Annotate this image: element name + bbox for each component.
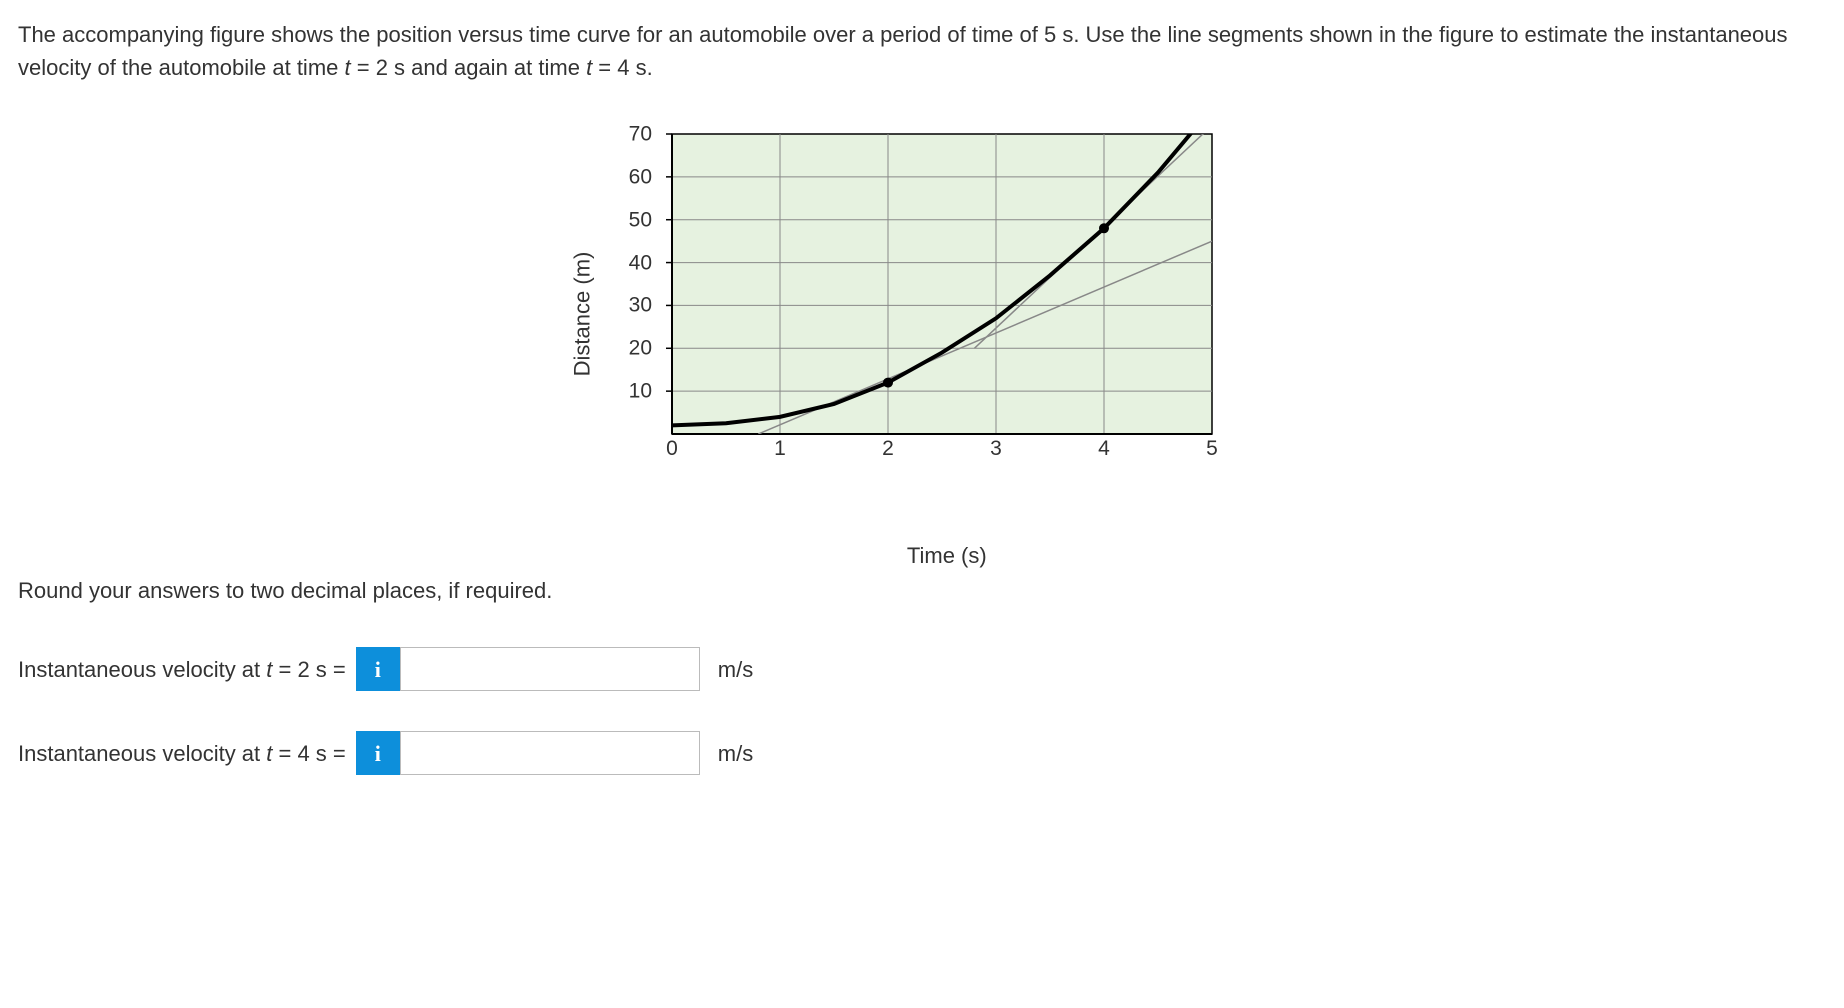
- y-tick-label: 10: [622, 375, 652, 407]
- info-icon[interactable]: i: [356, 731, 400, 775]
- info-icon[interactable]: i: [356, 647, 400, 691]
- velocity-input-t4[interactable]: [400, 731, 700, 775]
- chart-svg: [662, 124, 1222, 454]
- unit-label: m/s: [718, 653, 753, 686]
- y-tick-label: 60: [622, 161, 652, 193]
- rounding-instruction: Round your answers to two decimal places…: [18, 574, 1826, 607]
- question-eq2: = 4 s.: [592, 55, 653, 80]
- velocity-input-t2[interactable]: [400, 647, 700, 691]
- y-tick-label: 50: [622, 204, 652, 236]
- question-pre: The accompanying figure shows the positi…: [18, 22, 1788, 80]
- answer-label-t4: Instantaneous velocity at t = 4 s =: [18, 737, 346, 770]
- x-tick-label: 2: [882, 433, 894, 465]
- y-tick-label: 40: [622, 247, 652, 279]
- x-tick-label: 1: [774, 433, 786, 465]
- unit-label: m/s: [718, 737, 753, 770]
- x-tick-label: 5: [1206, 433, 1218, 465]
- chart-container: Distance (m) Time (s) 10203040506070 012…: [18, 124, 1826, 504]
- y-tick-label: 30: [622, 290, 652, 322]
- answer-label-t2: Instantaneous velocity at t = 2 s =: [18, 653, 346, 686]
- x-tick-label: 3: [990, 433, 1002, 465]
- question-text: The accompanying figure shows the positi…: [18, 18, 1826, 84]
- y-axis-label: Distance (m): [566, 252, 599, 377]
- y-tick-label: 70: [622, 118, 652, 150]
- answer-row-t4: Instantaneous velocity at t = 4 s = i m/…: [18, 731, 1826, 775]
- answer-row-t2: Instantaneous velocity at t = 2 s = i m/…: [18, 647, 1826, 691]
- y-tick-label: 20: [622, 333, 652, 365]
- x-axis-label: Time (s): [907, 539, 987, 572]
- x-tick-label: 4: [1098, 433, 1110, 465]
- x-tick-label: 0: [666, 433, 678, 465]
- chart-area: Distance (m) Time (s) 10203040506070 012…: [612, 124, 1232, 504]
- question-eq1: = 2 s and again at time: [351, 55, 586, 80]
